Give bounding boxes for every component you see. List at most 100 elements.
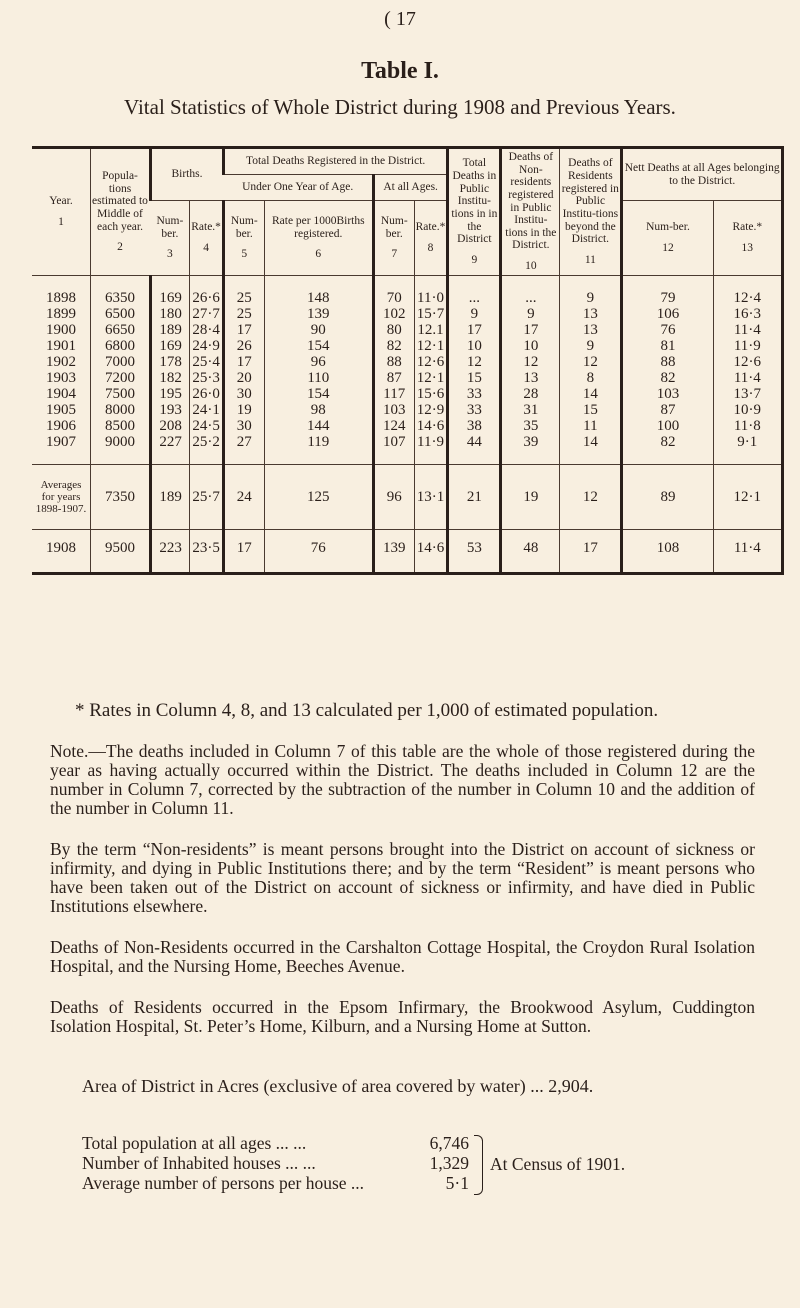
table-cell: 14	[559, 433, 622, 465]
table-cell: 117	[371, 385, 415, 402]
table-row: 1907 9000 227 25·2 27 119 107 11·9 44 39 14 82 9·1	[32, 433, 783, 465]
table-cell: 193	[148, 401, 190, 418]
table-row: 1902 7000 178 25·4 17 96 88 12·6 12 12 12 88 12·6	[32, 353, 783, 370]
table-cell: 12	[559, 353, 622, 370]
table-cell: 87	[371, 369, 415, 386]
table-cell: 11·0	[413, 275, 448, 306]
table-cell: 27·7	[189, 305, 224, 322]
non-residents-deaths-paragraph: Deaths of Non-Residents occurred in the …	[50, 937, 755, 976]
table-cell: 12	[559, 464, 622, 530]
table-cell: 11·4	[712, 529, 783, 574]
header-all-ages: At all Ages.	[371, 174, 448, 202]
table-row: 1899 6500 180 27·7 25 139 102 15·7 9 9 13 106 16·3	[32, 305, 783, 322]
table-cell: 139	[263, 305, 374, 322]
table-cell: 96	[371, 464, 415, 530]
header-births-number: Num-ber. 3	[150, 200, 190, 276]
table-cell: 24·5	[189, 417, 224, 434]
table-cell: 227	[148, 433, 190, 465]
table-cell: 16·3	[712, 305, 783, 322]
table-cell: ...	[446, 275, 501, 306]
table-cell: 9	[559, 275, 622, 306]
header-col10: Deaths of Non-residents registered in Pu…	[499, 147, 560, 276]
header-nett-deaths: Nett Deaths at all Ages belonging to the…	[620, 147, 783, 202]
area-statement: Area of District in Acres (exclusive of …	[82, 1076, 594, 1096]
table-cell: 169	[148, 275, 190, 306]
averages-row: Averages for years 1898-1907. 7350 189 25·7…	[32, 464, 783, 530]
table-title: Table I.	[361, 58, 439, 84]
table-cell: 96	[263, 353, 374, 370]
table-cell: 144	[263, 417, 374, 434]
header-births-rate: Rate.* 4	[189, 200, 224, 276]
table-row: 1906 8500 208 24·5 30 144 124 14·6 38 35 11 100 11·8	[32, 417, 783, 434]
table-cell: 24·9	[189, 337, 224, 354]
current-year-row: 1908 9500 223 23·5 17 76 139 14·6 53 48 17 108 11·4	[32, 529, 783, 574]
table-cell: 9	[446, 305, 501, 322]
table-cell: 148	[263, 275, 374, 306]
table-cell: 23·5	[189, 529, 224, 574]
table-cell: 14·6	[413, 417, 448, 434]
table-cell: 1901	[46, 337, 76, 354]
table-cell: 26·0	[189, 385, 224, 402]
table-cell: 53	[446, 529, 501, 574]
header-nett-rate: Rate.* 13	[712, 200, 783, 276]
table-cell: 10·9	[712, 401, 783, 418]
table-cell: 82	[371, 337, 415, 354]
header-aa-number: Num-ber. 7	[371, 200, 415, 276]
table-cell: 189	[148, 464, 190, 530]
table-row: 1905 8000 193 24·1 19 98 103 12·9 33 31 15 87 10·9	[32, 401, 783, 418]
table-cell: 17	[221, 529, 265, 574]
table-cell: 17	[221, 353, 265, 370]
table-cell: 25	[221, 305, 265, 322]
table-cell: 13	[559, 305, 622, 322]
table-cell: 11·9	[712, 337, 783, 354]
table-cell: 11	[559, 417, 622, 434]
table-cell: 12·4	[712, 275, 783, 306]
table-cell: 87	[620, 401, 714, 418]
table-cell: 9	[499, 305, 560, 322]
table-cell: 12·6	[413, 353, 448, 370]
table-cell: 76	[263, 529, 374, 574]
residents-deaths-paragraph: Deaths of Residents occurred in the Epso…	[50, 997, 755, 1036]
table-cell: 14	[559, 385, 622, 402]
table-cell: 6650	[90, 321, 151, 338]
table-cell: 81	[620, 337, 714, 354]
table-cell: 89	[620, 464, 714, 530]
table-cell: 9·1	[712, 433, 783, 465]
table-cell: 35	[499, 417, 560, 434]
table-cell: 9	[559, 337, 622, 354]
table-cell: 44	[446, 433, 501, 465]
table-cell: 15·6	[413, 385, 448, 402]
table-cell: 208	[148, 417, 190, 434]
table-cell: 15·7	[413, 305, 448, 322]
table-cell: 9500	[90, 529, 151, 574]
table-cell: 169	[148, 337, 190, 354]
table-cell: 48	[499, 529, 560, 574]
table-cell: 15	[559, 401, 622, 418]
header-col11: Deaths of Residents registered in Public…	[559, 147, 622, 276]
table-cell: 13	[559, 321, 622, 338]
table-subtitle: Vital Statistics of Whole District durin…	[124, 95, 676, 119]
table-cell: Averages for years 1898-1907.	[32, 464, 91, 530]
table-cell: 39	[499, 433, 560, 465]
header-population: Popula-tions estimated to Middle of each…	[90, 147, 151, 276]
header-aa-rate: Rate.* 8	[413, 200, 448, 276]
table-cell: 70	[371, 275, 415, 306]
table-cell: 6500	[90, 305, 151, 322]
table-cell: 1906	[46, 417, 76, 434]
vital-statistics-table: Year. 1 Popula-tions estimated to Middle …	[32, 146, 784, 575]
table-cell: 8500	[90, 417, 151, 434]
header-col9: Total Deaths in Public Institu-tions in …	[446, 147, 501, 276]
header-under-one: Under One Year of Age.	[223, 174, 374, 202]
table-cell: 103	[620, 385, 714, 402]
note-paragraph: Note.—The deaths included in Column 7 of…	[50, 741, 755, 818]
brace	[474, 1135, 483, 1195]
table-cell: 107	[371, 433, 415, 465]
table-cell: 12·1	[413, 369, 448, 386]
table-cell: 12	[446, 353, 501, 370]
table-cell: 1899	[46, 305, 76, 322]
table-cell: 80	[371, 321, 415, 338]
table-cell: 10	[446, 337, 501, 354]
table-cell: 8	[559, 369, 622, 386]
table-cell: 25·4	[189, 353, 224, 370]
